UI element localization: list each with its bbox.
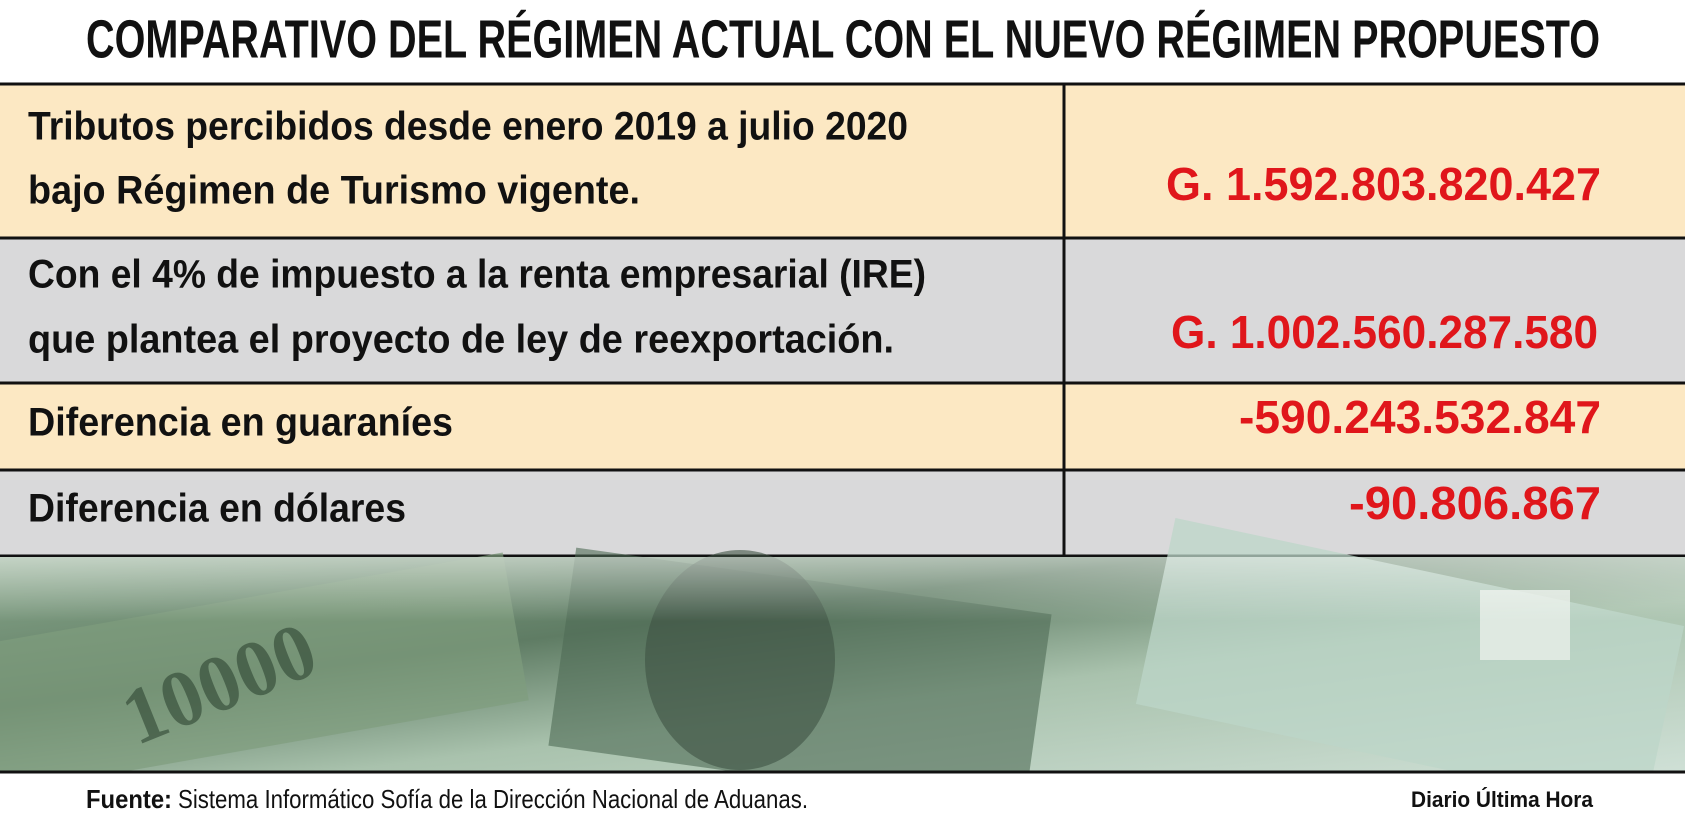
table-borders [0, 82, 1685, 558]
title-bg [0, 0, 1685, 84]
row-label: Diferencia en dólares [28, 487, 406, 531]
footer-bg [0, 772, 1685, 830]
row-bg [0, 84, 1685, 238]
row-bg [0, 470, 1685, 556]
credit: Diario Última Hora [1411, 787, 1594, 812]
source: Sistema Informático Sofía de la Direcció… [178, 784, 808, 814]
title: COMPARATIVO DEL RÉGIMEN ACTUAL CON EL NU… [86, 9, 1600, 69]
row-label: que plantea el proyecto de ley de reexpo… [28, 318, 894, 362]
row-bg [0, 383, 1685, 470]
row-label: Con el 4% de impuesto a la renta empresa… [28, 253, 926, 297]
row-label: bajo Régimen de Turismo vigente. [28, 169, 640, 213]
banknote-photo: 10000 [0, 518, 1685, 813]
row-value: G. 1.002.560.287.580 [1171, 306, 1598, 358]
row-value: -90.806.867 [1349, 477, 1601, 529]
source-label: Fuente: [86, 784, 172, 814]
row-label: Tributos percibidos desde enero 2019 a j… [28, 105, 908, 149]
row-value: -590.243.532.847 [1239, 391, 1601, 443]
row-label: Diferencia en guaraníes [28, 401, 453, 445]
row-bg [0, 238, 1685, 383]
row-value: G. 1.592.803.820.427 [1166, 158, 1601, 210]
